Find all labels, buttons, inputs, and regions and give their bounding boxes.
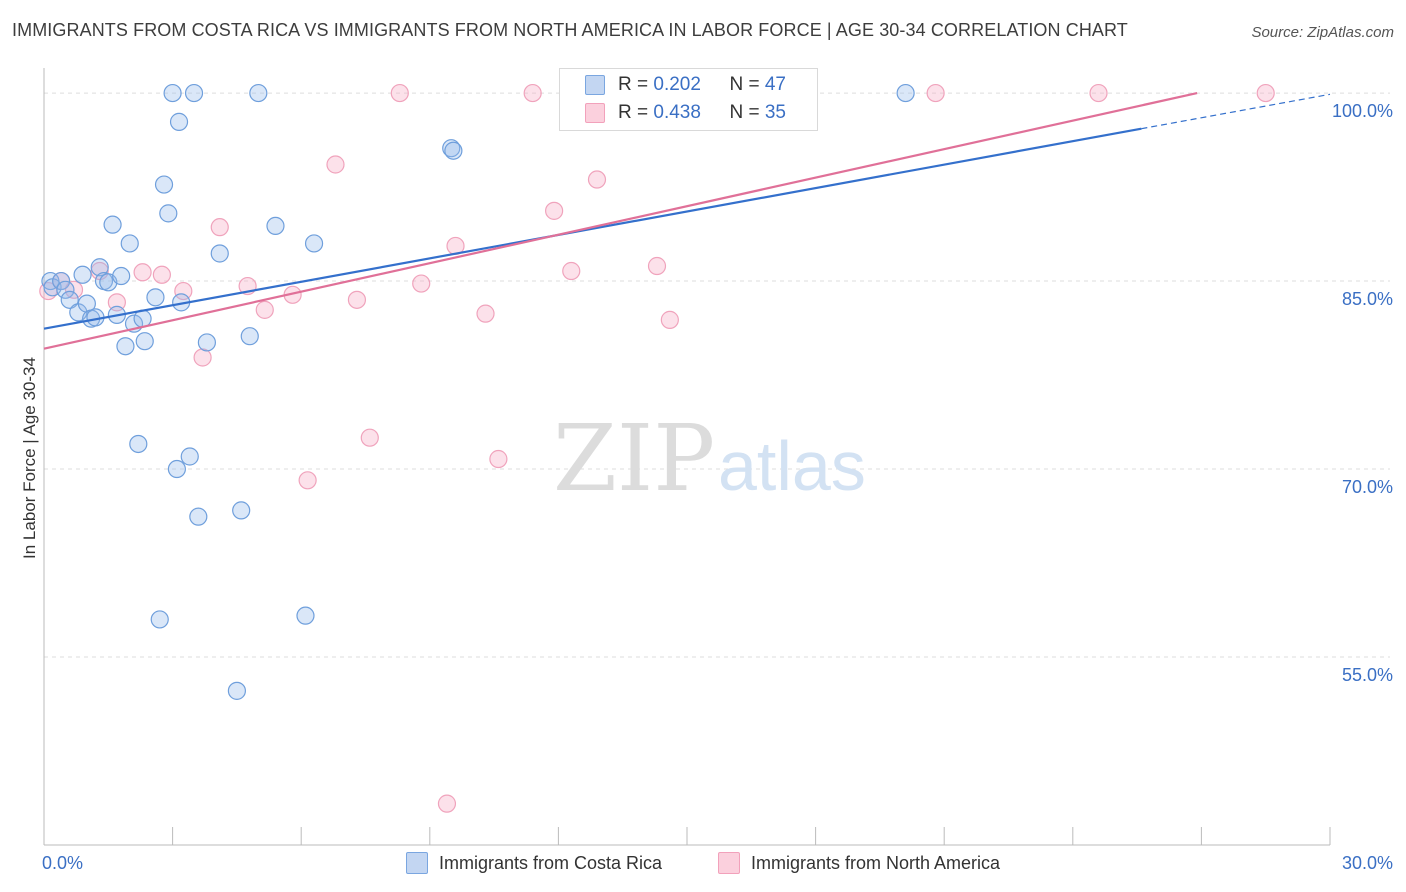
data-point-north-america	[562, 261, 581, 281]
data-point-north-america	[390, 83, 409, 103]
y-tick-labels: 55.0% 70.0% 85.0% 100.0%	[1332, 101, 1393, 685]
series-costa-rica	[41, 83, 915, 700]
data-point-costa-rica	[184, 83, 204, 103]
legend-swatch-north-america	[718, 852, 740, 874]
data-point-costa-rica	[77, 294, 96, 313]
data-point-costa-rica	[146, 288, 165, 307]
data-point-costa-rica	[169, 112, 189, 131]
legend-item-costa-rica: Immigrants from Costa Rica	[406, 852, 662, 874]
x-tick-labels: 0.0% 30.0%	[42, 853, 1393, 873]
data-point-costa-rica	[135, 332, 154, 351]
legend-r-label: R =	[618, 102, 654, 123]
data-point-costa-rica	[103, 215, 122, 234]
data-point-north-america	[107, 293, 126, 312]
y-tick-label: 55.0%	[1342, 665, 1393, 685]
legend-label-costa-rica: Immigrants from Costa Rica	[439, 852, 663, 873]
legend-r-value: 0.438	[653, 102, 701, 123]
data-point-north-america	[360, 428, 379, 447]
legend-swatch-north-america	[585, 103, 605, 123]
data-point-costa-rica	[304, 234, 324, 253]
trend-line-costa-rica	[43, 127, 1142, 330]
trend-line-costa-rica-extension	[1141, 93, 1331, 130]
data-point-costa-rica	[129, 434, 148, 454]
data-point-north-america	[523, 83, 542, 103]
y-tick-label: 70.0%	[1342, 477, 1393, 497]
data-point-north-america	[133, 263, 152, 282]
data-point-costa-rica	[163, 83, 182, 103]
data-point-north-america	[255, 300, 274, 319]
legend-swatch-costa-rica	[585, 75, 605, 95]
data-point-north-america	[545, 201, 564, 220]
data-point-costa-rica	[227, 681, 246, 700]
data-point-north-america	[347, 290, 367, 309]
data-point-costa-rica	[210, 244, 229, 263]
data-point-costa-rica	[189, 507, 208, 526]
data-point-costa-rica	[150, 610, 169, 629]
data-point-north-america	[476, 304, 495, 323]
x-tick-label: 0.0%	[42, 853, 83, 873]
data-point-north-america	[298, 471, 317, 490]
trend-lines	[43, 91, 1331, 350]
watermark-zip: ZIP	[553, 405, 715, 512]
data-point-north-america	[1089, 83, 1108, 103]
data-point-north-america	[437, 794, 457, 813]
data-point-costa-rica	[56, 280, 75, 299]
data-point-costa-rica	[60, 290, 79, 309]
x-tick-label: 30.0%	[1342, 853, 1393, 873]
legend-r-label: R =	[618, 74, 654, 95]
data-point-costa-rica	[116, 337, 135, 356]
data-point-costa-rica	[266, 216, 285, 236]
correlation-legend: R = 0.202 N = 47 R = 0.438 N = 35	[559, 68, 818, 131]
legend-n-value: 35	[764, 102, 786, 123]
legend-swatch-costa-rica	[406, 852, 428, 874]
data-point-north-america	[489, 449, 508, 469]
source-credit: Source: ZipAtlas.com	[1251, 24, 1394, 41]
data-point-north-america	[326, 155, 345, 174]
data-point-north-america	[152, 265, 171, 284]
series-legend: Immigrants from Costa Rica Immigrants fr…	[0, 852, 1406, 876]
data-point-costa-rica	[90, 258, 109, 277]
data-point-north-america	[587, 170, 607, 189]
data-point-costa-rica	[296, 606, 315, 625]
legend-n-label: N =	[729, 102, 765, 123]
data-point-costa-rica	[240, 327, 259, 346]
gridlines	[44, 92, 1390, 658]
trend-line-north-america	[43, 91, 1198, 350]
data-point-north-america	[926, 83, 945, 103]
series-north-america	[39, 83, 1275, 813]
data-point-costa-rica	[232, 501, 251, 520]
data-point-costa-rica	[444, 141, 463, 160]
data-point-north-america	[210, 218, 229, 237]
data-point-costa-rica	[197, 333, 216, 352]
legend-n-value: 47	[764, 74, 786, 95]
data-point-north-america	[660, 310, 679, 329]
y-tick-label: 85.0%	[1342, 289, 1393, 309]
legend-n-label: N =	[729, 74, 765, 95]
data-point-north-america	[1256, 83, 1275, 103]
data-point-costa-rica	[73, 265, 92, 284]
data-point-north-america	[647, 256, 667, 276]
data-point-north-america	[174, 281, 193, 301]
data-point-costa-rica	[167, 459, 186, 479]
axes	[43, 68, 1331, 846]
chart-title: IMMIGRANTS FROM COSTA RICA VS IMMIGRANTS…	[12, 20, 1128, 40]
watermark: ZIP atlas	[553, 405, 866, 512]
data-point-costa-rica	[159, 204, 178, 223]
data-point-costa-rica	[249, 83, 268, 103]
legend-r-value: 0.202	[653, 74, 701, 95]
data-point-costa-rica	[180, 447, 199, 466]
data-point-costa-rica	[896, 83, 915, 103]
data-point-north-america	[193, 348, 212, 367]
watermark-atlas: atlas	[718, 427, 866, 505]
data-point-costa-rica	[52, 271, 71, 291]
legend-label-north-america: Immigrants from North America	[751, 852, 1001, 873]
legend-item-north-america: Immigrants from North America	[718, 852, 1000, 874]
data-point-costa-rica	[154, 175, 174, 194]
data-point-costa-rica	[442, 139, 461, 158]
y-tick-label: 100.0%	[1332, 101, 1393, 121]
data-point-north-america	[412, 274, 431, 293]
data-point-costa-rica	[112, 266, 131, 286]
data-point-costa-rica	[120, 234, 139, 253]
